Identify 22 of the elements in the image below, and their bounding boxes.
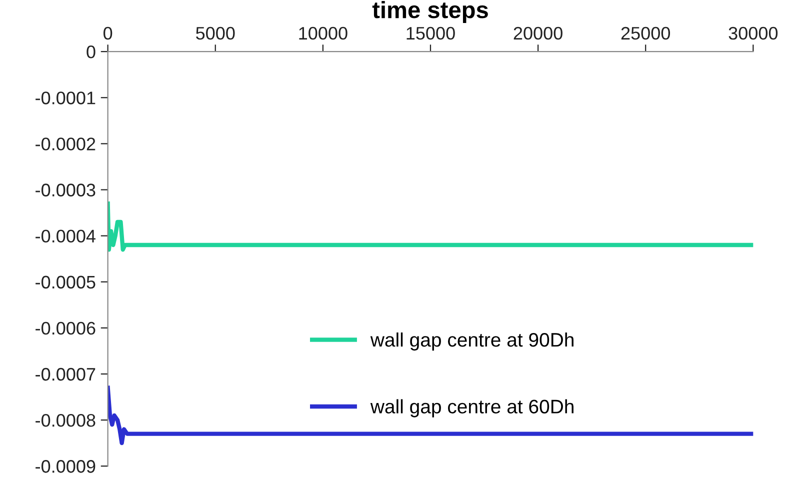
y-tick-label: -0.0002 (36, 138, 96, 150)
x-tick-label: 0 (104, 26, 112, 40)
line-series (108, 201, 754, 252)
y-tick-label: -0.0004 (36, 230, 96, 243)
line-series (108, 386, 754, 446)
x-tick-label: 30000 (728, 26, 778, 40)
x-tick-label: 15000 (406, 26, 455, 40)
y-tick-label: 0 (86, 46, 96, 58)
legend-label: wall gap centre at 60Dh (370, 399, 574, 418)
x-tick-label: 25000 (621, 26, 670, 40)
x-tick-label: 5000 (196, 26, 235, 40)
x-tick-label: 20000 (514, 26, 562, 40)
legend-label: wall gap centre at 90Dh (370, 332, 574, 351)
y-tick-label: -0.0001 (36, 92, 96, 104)
y-tick-label: -0.0008 (36, 414, 96, 427)
y-tick-label: -0.0003 (36, 184, 96, 196)
x-axis-title: time steps (372, 0, 488, 23)
y-tick-label: -0.0006 (36, 322, 96, 335)
y-tick-label: -0.0007 (36, 368, 96, 381)
y-tick-label: -0.0009 (36, 460, 96, 473)
x-tick-label: 10000 (299, 26, 348, 40)
y-tick-label: -0.0005 (36, 276, 96, 289)
